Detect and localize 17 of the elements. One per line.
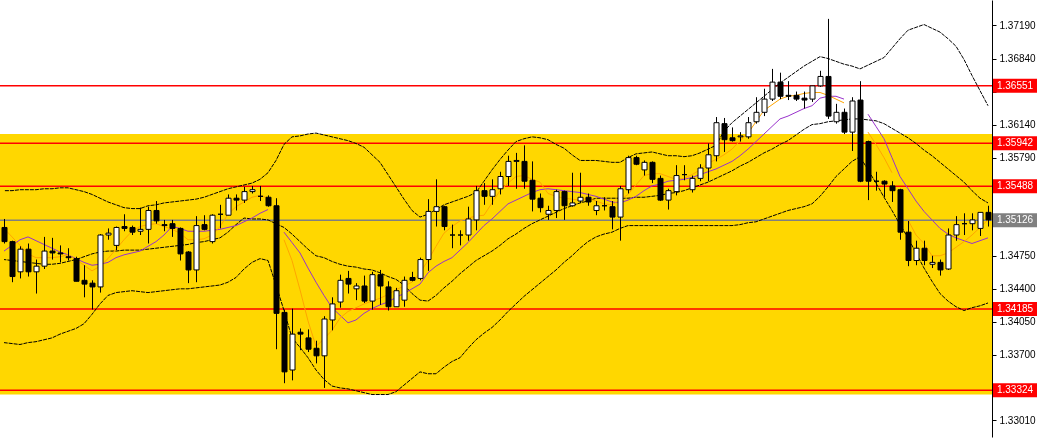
y-tick-label: 1.34400 [999,283,1037,295]
ref-line-label: 1.35942 [996,137,1034,149]
candlestick [449,224,456,249]
ref-line-label: 1.36551 [996,79,1034,91]
y-tick-label: 1.36140 [999,119,1037,131]
y-tick-label: 1.33010 [999,414,1037,426]
y-tick-label: 1.34050 [999,316,1037,328]
y-tick-label: 1.34750 [999,250,1037,262]
ref-line-label: 1.35126 [996,214,1034,226]
ref-line-label: 1.34185 [996,303,1034,315]
y-tick-label: 1.36840 [999,53,1037,65]
y-tick-label: 1.37190 [999,19,1037,31]
y-tick-label: 1.33700 [999,349,1037,361]
ref-line-label: 1.35488 [996,180,1034,192]
candlestick [65,247,72,261]
y-tick-label: 1.35790 [999,152,1037,164]
ref-line-label: 1.33324 [996,384,1034,396]
